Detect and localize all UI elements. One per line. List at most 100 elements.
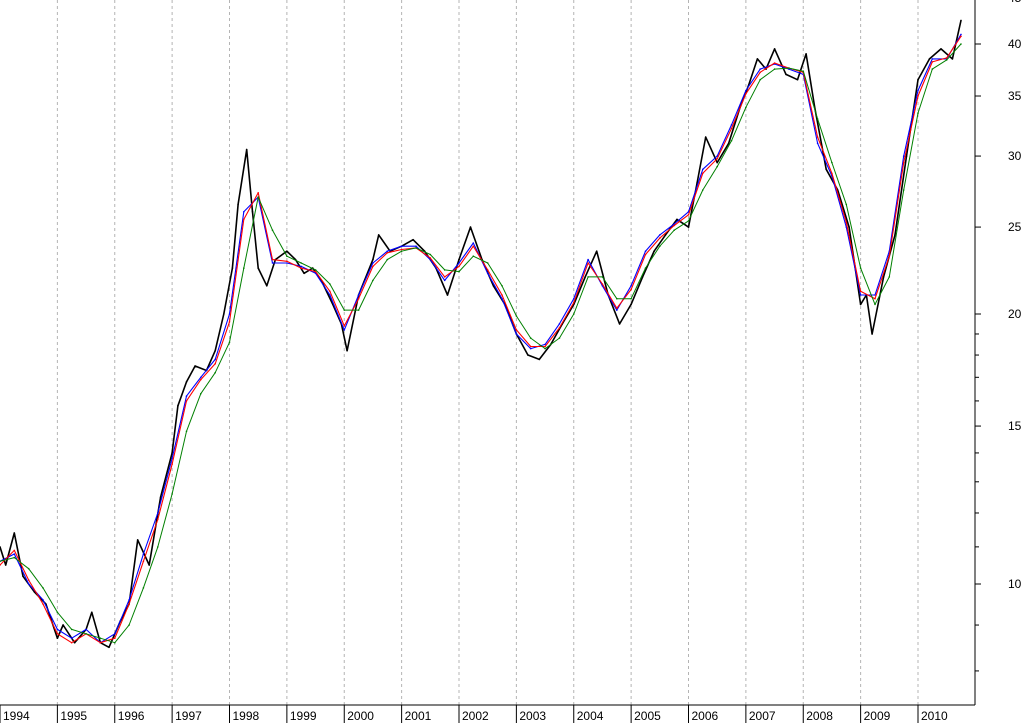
series-1-point [630, 285, 632, 287]
series-0-point [492, 285, 495, 287]
series-3-point [286, 255, 288, 257]
series-2-point [573, 301, 575, 304]
series-3-point [902, 189, 905, 191]
series-2-point [114, 637, 116, 639]
series-0-point [785, 73, 787, 76]
series-3-point [730, 140, 733, 142]
series-0-point [584, 276, 586, 278]
series-1-point [70, 637, 73, 639]
series-2-point [27, 579, 30, 581]
series-2-point [99, 641, 102, 644]
series-1-point [114, 633, 116, 635]
series-2-point [673, 224, 675, 227]
series-3-point [228, 341, 231, 344]
series-0-point [56, 637, 59, 639]
series-3-point [529, 337, 532, 339]
series-3-point [185, 430, 188, 433]
series-2-point [70, 641, 73, 644]
series-3-point [85, 633, 87, 635]
series-3-point [128, 624, 130, 626]
series-0-point [641, 276, 644, 278]
series-0-point [108, 646, 110, 649]
series-3-point [544, 347, 546, 350]
series-0-point [185, 381, 188, 383]
x-tick-label-2001: 2001 [405, 709, 432, 723]
series-3-point [372, 279, 374, 282]
y-tick-label-30: 30 [1008, 149, 1022, 163]
series-2-point [888, 255, 891, 257]
series-1-point [486, 272, 489, 275]
series-0-point [377, 234, 380, 236]
y-tick-label-45: 45 [1008, 0, 1022, 5]
series-1-point [859, 294, 862, 296]
y-tick-label-15: 15 [1008, 419, 1022, 433]
series-0-point [917, 78, 919, 81]
series-3-point [99, 637, 102, 639]
series-0-point [859, 303, 862, 306]
series-2-point [56, 633, 59, 635]
series-1-point [400, 245, 403, 247]
series-1-point [673, 223, 675, 225]
x-axis: 1994 1995 1996 1997 1998 1999 2000 2001 2002 2003… [0, 704, 975, 723]
series-2-point [716, 157, 718, 160]
x-tick-label-2009: 2009 [864, 709, 891, 723]
series-1-point [515, 333, 518, 335]
series-3-point [501, 285, 503, 287]
series-3-point [515, 315, 518, 317]
series-2-point [372, 265, 374, 268]
series-0-point [716, 161, 718, 164]
x-tick-label-2006: 2006 [692, 709, 719, 723]
series-2-point [859, 290, 862, 293]
series-0-point [905, 155, 908, 157]
series-3-point [314, 269, 317, 271]
series-0-point [286, 250, 288, 252]
series-1-point [745, 89, 747, 92]
series-0-point [73, 641, 76, 644]
series-1-point [501, 297, 503, 300]
series-3-point [443, 269, 446, 271]
series-1-point [960, 33, 962, 36]
series-0-point [458, 258, 460, 261]
series-0-point [960, 19, 962, 22]
series-0-point [618, 323, 621, 325]
series-0-point [696, 182, 698, 184]
series-3-point [343, 309, 346, 311]
series-3-point [429, 253, 432, 256]
x-tick-label-1995: 1995 [60, 709, 87, 723]
x-tick-label-2005: 2005 [634, 709, 661, 723]
series-2-point [429, 257, 432, 259]
series-0-point [630, 303, 632, 306]
series-1-point [644, 250, 647, 252]
series-0-point [894, 234, 896, 236]
series-2-point [386, 252, 389, 254]
series-2-point [228, 321, 231, 323]
series-1-point [573, 297, 575, 300]
series-0-point [527, 354, 529, 356]
series-1-point [271, 262, 274, 264]
series-3-point [601, 276, 604, 278]
series-3-point [845, 203, 848, 206]
x-tick-label-2003: 2003 [519, 709, 546, 723]
series-0-point [237, 203, 239, 206]
series-2-point [644, 253, 647, 256]
series-3-point [587, 276, 589, 278]
series-0-point [704, 136, 707, 138]
series-1-point [243, 211, 245, 213]
series-3-point [573, 313, 575, 315]
series-3-point [745, 106, 747, 109]
series-2-point [286, 260, 288, 263]
series-2-point [544, 345, 546, 348]
series-0-point [756, 58, 759, 60]
series-2-point [214, 363, 216, 365]
series-2-point [630, 288, 632, 291]
series-1-point [917, 89, 919, 92]
series-1-point [85, 628, 87, 631]
series-0-point [231, 267, 234, 269]
series-2-point [0, 564, 1, 566]
series-1-point [730, 124, 733, 126]
series-0-point [22, 575, 24, 578]
series-1-point [931, 58, 934, 60]
series-0-point [177, 405, 179, 407]
series-3-point [659, 245, 661, 247]
